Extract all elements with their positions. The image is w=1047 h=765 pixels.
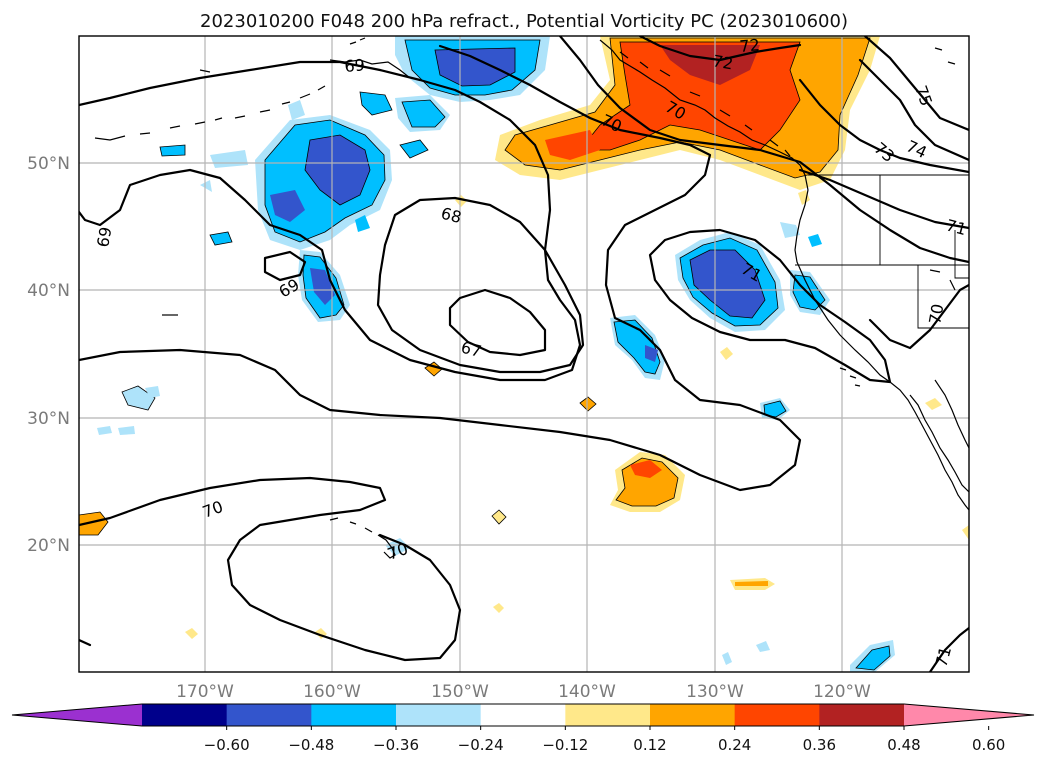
- colorbar-segment: [734, 704, 820, 726]
- colorbar-segment: [480, 704, 566, 726]
- colorbar-segment: [226, 704, 312, 726]
- lon-label: 120°W: [813, 682, 871, 702]
- map-title: 2023010200 F048 200 hPa refract., Potent…: [200, 11, 848, 32]
- lat-label: 40°N: [27, 281, 70, 301]
- positive-anomaly-dots: [79, 190, 969, 639]
- colorbar-segment: [396, 704, 482, 726]
- negative-anomaly-west: [97, 385, 410, 556]
- colorbar-tick-label: −0.12: [542, 736, 588, 754]
- positive-anomaly-bc: [495, 36, 880, 190]
- positive-anomaly-subtropical: [610, 452, 685, 512]
- contour-label: 71: [932, 644, 956, 669]
- map-frame: [78, 35, 970, 673]
- lon-label: 140°W: [558, 682, 616, 702]
- lat-label: 20°N: [27, 536, 70, 556]
- lat-label: 50°N: [27, 154, 70, 174]
- contour-label: 71: [944, 216, 969, 240]
- colorbar-extend-low: [12, 704, 142, 726]
- negative-anomaly-california: [610, 222, 895, 672]
- contour-label: 68: [439, 204, 464, 228]
- colorbar-tick-label: −0.24: [458, 736, 504, 754]
- colorbar-segment: [142, 704, 228, 726]
- colorbar-tick-label: 0.12: [633, 736, 666, 754]
- contour-label: 69: [93, 225, 115, 248]
- contour-label: 69: [344, 55, 366, 76]
- latitude-labels: 50°N 40°N 30°N 20°N: [27, 154, 70, 556]
- colorbar-tick-label: 0.36: [803, 736, 836, 754]
- colorbar-segment: [311, 704, 397, 726]
- colorbar-segment: [565, 704, 651, 726]
- contour-label: 67: [459, 338, 484, 362]
- graticule: [79, 36, 969, 672]
- lon-label: 130°W: [686, 682, 744, 702]
- negative-anomaly-north: [359, 36, 550, 159]
- lon-label: 160°W: [303, 682, 361, 702]
- contour-label: 70: [925, 302, 947, 325]
- colorbar-tick-label: 0.24: [718, 736, 751, 754]
- negative-anomaly-aleutian: [159, 100, 392, 322]
- colorbar-segment: [650, 704, 736, 726]
- colorbar-tick-label: −0.36: [373, 736, 419, 754]
- colorbar-extend-high: [904, 704, 1034, 726]
- colorbar-tick-label: −0.60: [204, 736, 250, 754]
- coastlines: [94, 37, 969, 559]
- map-area: [79, 36, 969, 672]
- contour-label: 72: [711, 51, 734, 73]
- longitude-labels: 170°W 160°W 150°W 140°W 130°W 120°W: [176, 682, 871, 702]
- colorbar-tick-label: 0.48: [887, 736, 920, 754]
- refractivity-contours: [79, 36, 969, 672]
- lon-label: 150°W: [431, 682, 489, 702]
- lat-label: 30°N: [27, 409, 70, 429]
- colorbar-tick-label: −0.48: [288, 736, 334, 754]
- colorbar-tick-label: 0.60: [972, 736, 1005, 754]
- contour-label: 72: [739, 35, 761, 56]
- lon-label: 170°W: [176, 682, 234, 702]
- colorbar: −0.60 −0.48 −0.36 −0.24 −0.12 0.12 0.24 0.36 0.4…: [11, 703, 1035, 754]
- colorbar-outline: [11, 703, 1035, 727]
- colorbar-segment: [819, 704, 905, 726]
